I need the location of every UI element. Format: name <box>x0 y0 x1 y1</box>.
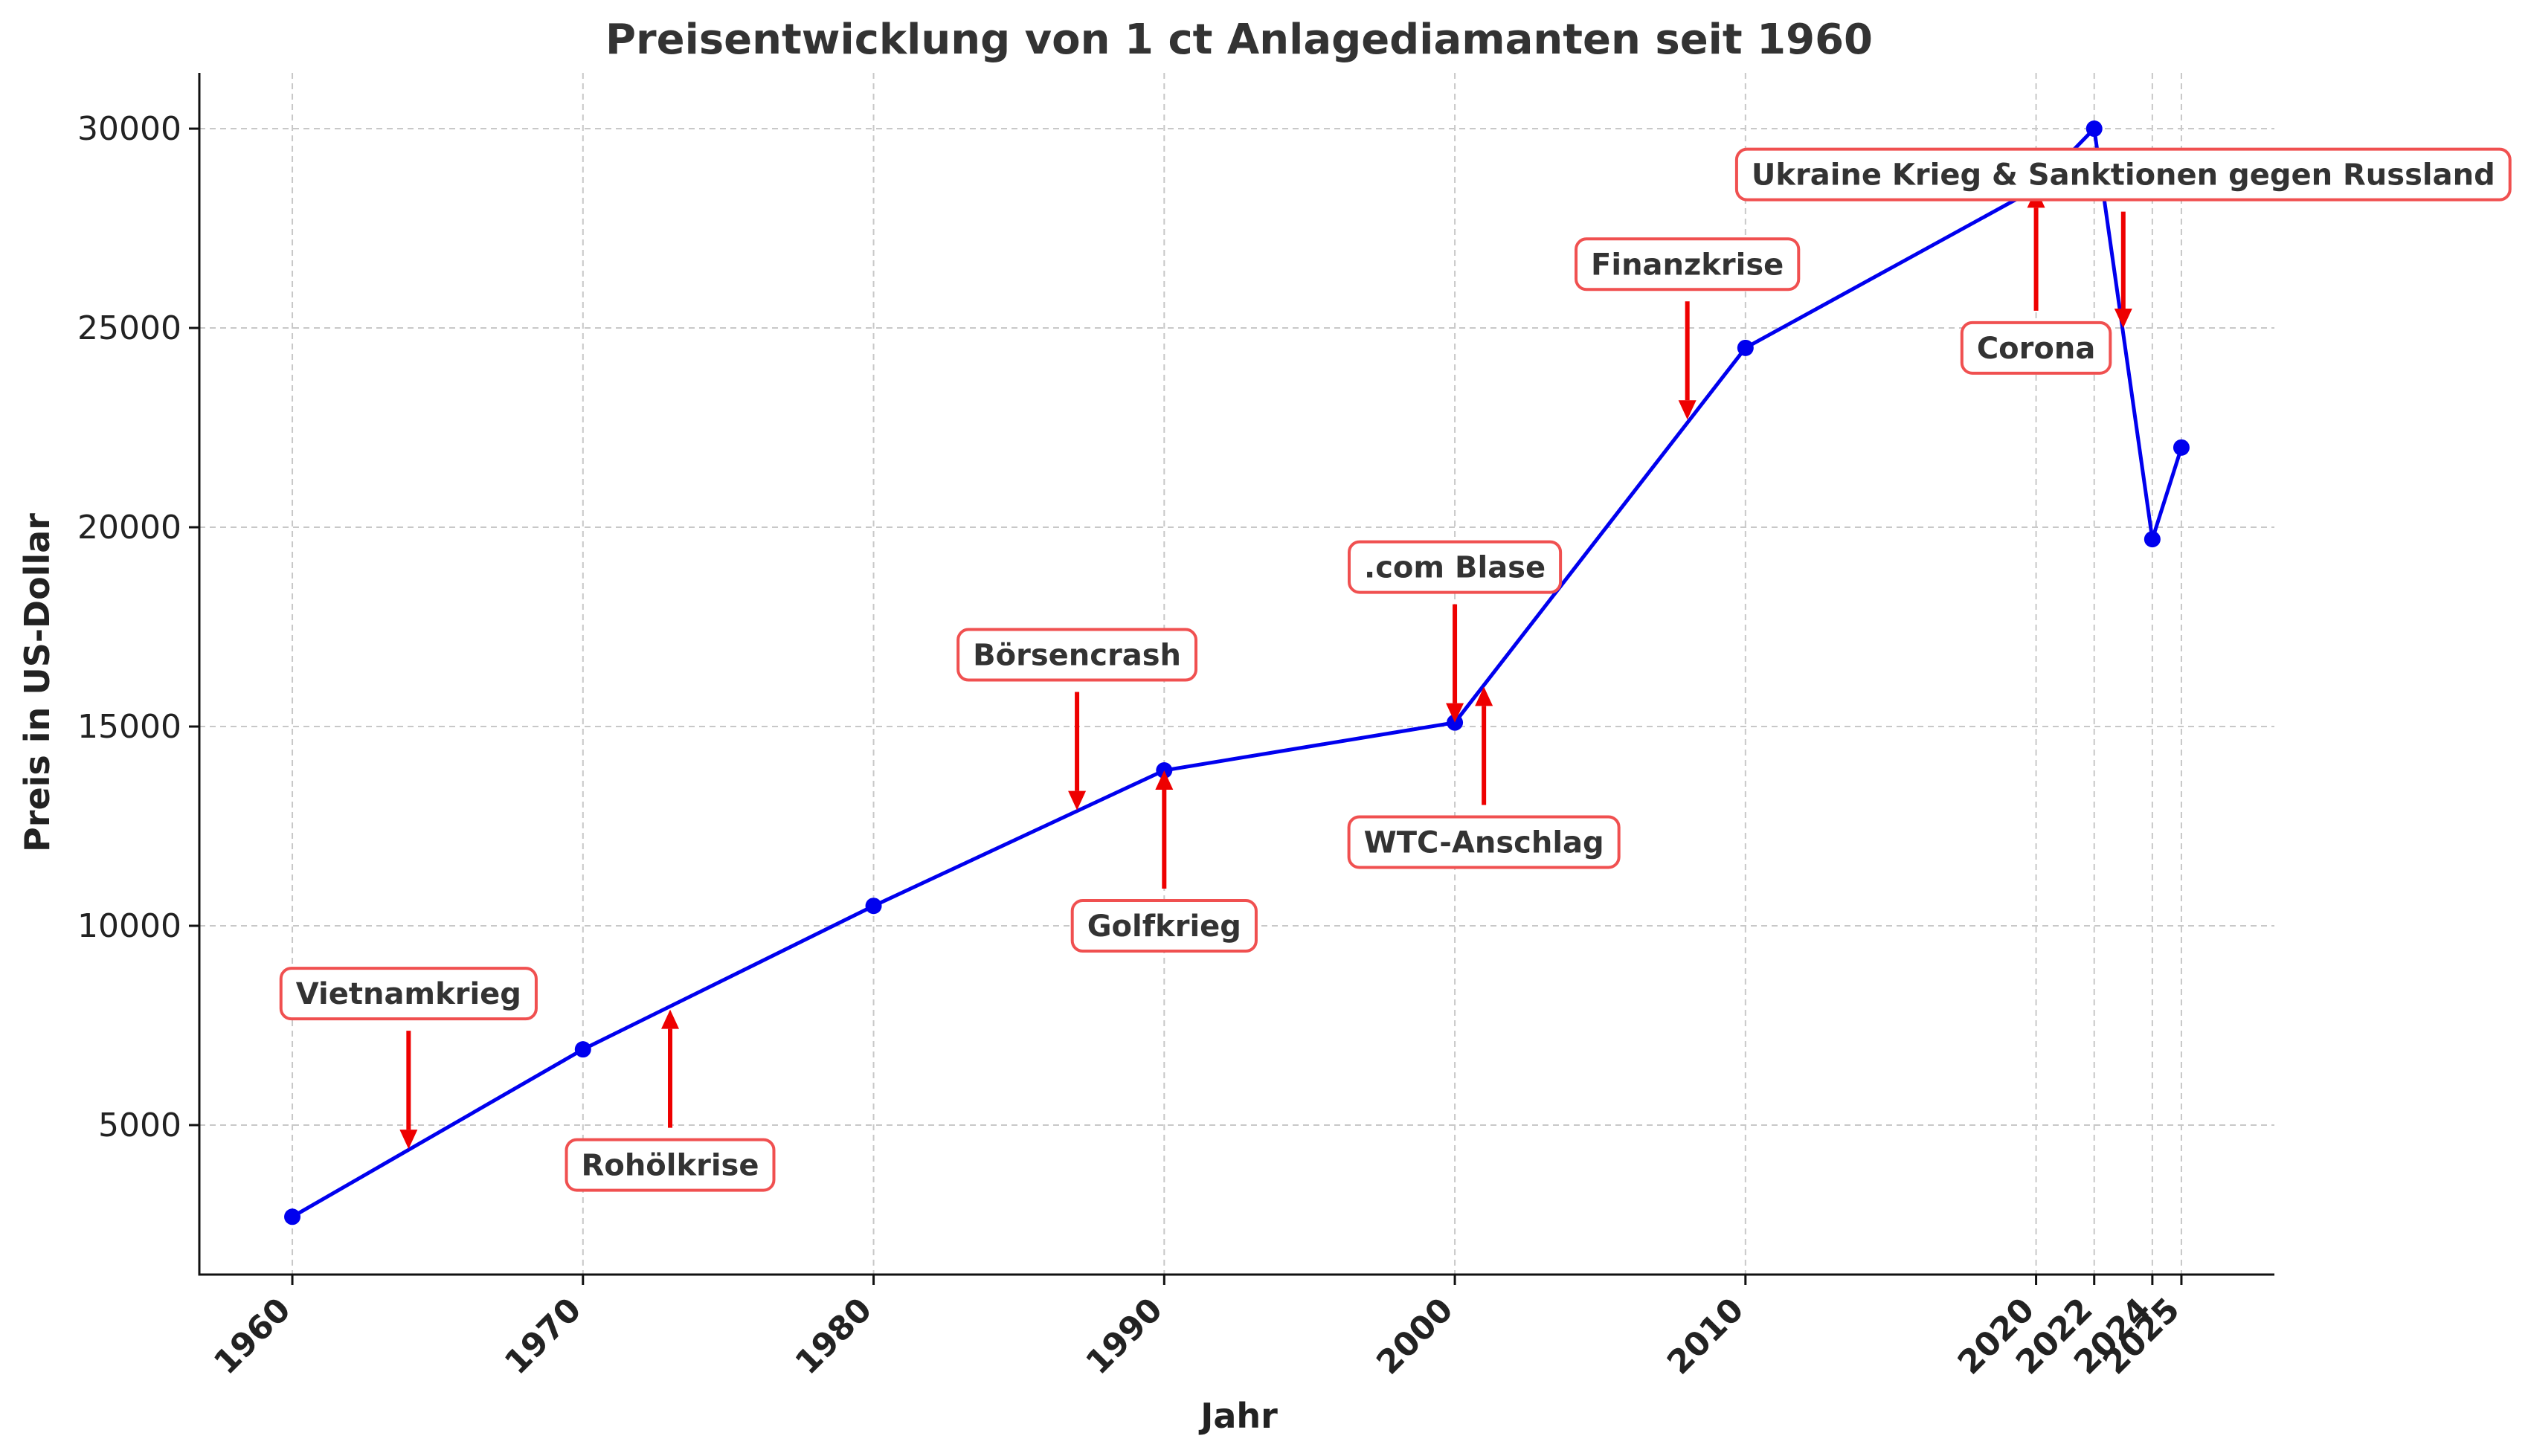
y-tick-label: 5000 <box>98 1107 181 1144</box>
annotation-label: Börsencrash <box>973 639 1181 673</box>
annotation-arrowhead <box>1678 400 1697 420</box>
annotation-arrowhead <box>1068 790 1087 811</box>
annotation: .com Blase <box>1348 540 1563 723</box>
x-tick-label: 1960 <box>207 1291 298 1382</box>
x-tick-label: 1990 <box>1078 1291 1170 1382</box>
annotation-box <box>279 967 538 1021</box>
annotation-label: Vietnamkrieg <box>296 977 521 1011</box>
x-tick-label: 1980 <box>788 1291 880 1382</box>
annotation-box <box>1348 540 1563 594</box>
annotation-box <box>1575 237 1801 291</box>
x-tick-label: 1970 <box>498 1291 589 1382</box>
annotation: Ukraine Krieg & Sanktionen gegen Russlan… <box>1734 147 2512 329</box>
annotation-arrowhead <box>661 1009 680 1029</box>
data-point <box>2085 120 2103 138</box>
x-tick-label: 2010 <box>1660 1291 1752 1382</box>
y-axis-label: Preis in US-Dollar <box>17 513 57 852</box>
annotation: Corona <box>1960 188 2112 375</box>
annotation-label: Corona <box>1977 332 2096 366</box>
annotation: Finanzkrise <box>1575 237 1801 420</box>
series-line <box>291 124 2184 1219</box>
annotation-label: Ukraine Krieg & Sanktionen gegen Russlan… <box>1752 158 2495 193</box>
axis-spines <box>198 73 2274 1276</box>
data-point <box>284 1208 301 1225</box>
annotations: Vietnamkrieg Rohölkrise Börsencrash Golfkri… <box>279 147 2512 1192</box>
data-point <box>574 1041 591 1058</box>
annotation-box <box>1347 815 1621 869</box>
annotation: Rohölkrise <box>565 1009 776 1192</box>
x-axis-label: Jahr <box>1198 1396 1278 1436</box>
annotation-box <box>956 628 1197 682</box>
data-point <box>1737 339 1754 356</box>
annotation-arrowhead <box>399 1130 418 1150</box>
y-tick-label: 10000 <box>77 907 181 945</box>
annotation-label: Rohölkrise <box>582 1149 759 1183</box>
data-point <box>2144 531 2161 548</box>
x-tick-label: 2000 <box>1369 1291 1461 1382</box>
annotation-box <box>1070 899 1258 953</box>
annotation-arrowhead <box>1475 686 1493 706</box>
chart-title: Preisentwicklung von 1 ct Anlagediamante… <box>605 16 1873 64</box>
annotation-box <box>1960 320 2112 375</box>
y-tick-label: 25000 <box>77 309 181 347</box>
series <box>284 120 2190 1225</box>
y-tick-label: 30000 <box>77 110 181 148</box>
annotation-box <box>1734 147 2512 202</box>
annotation: WTC-Anschlag <box>1347 686 1621 869</box>
data-point <box>865 898 882 915</box>
y-tick-label: 15000 <box>77 708 181 746</box>
annotation: Börsencrash <box>956 628 1197 811</box>
annotation-arrowhead <box>2114 309 2132 329</box>
annotation: Golfkrieg <box>1070 770 1258 953</box>
annotation-label: Golfkrieg <box>1087 909 1241 944</box>
annotation: Vietnamkrieg <box>279 967 538 1150</box>
annotation-arrowhead <box>1446 703 1464 723</box>
annotation-label: WTC-Anschlag <box>1364 825 1604 860</box>
data-point <box>2173 439 2190 456</box>
annotation-box <box>565 1138 776 1192</box>
y-tick-label: 20000 <box>77 509 181 547</box>
annotation-label: Finanzkrise <box>1591 248 1784 282</box>
annotation-arrowhead <box>1155 770 1174 790</box>
axes: 5000 10000 15000 20000 25000 30000 1960 1970 198… <box>77 73 2274 1382</box>
annotation-label: .com Blase <box>1364 551 1546 585</box>
grid <box>199 73 2274 1275</box>
